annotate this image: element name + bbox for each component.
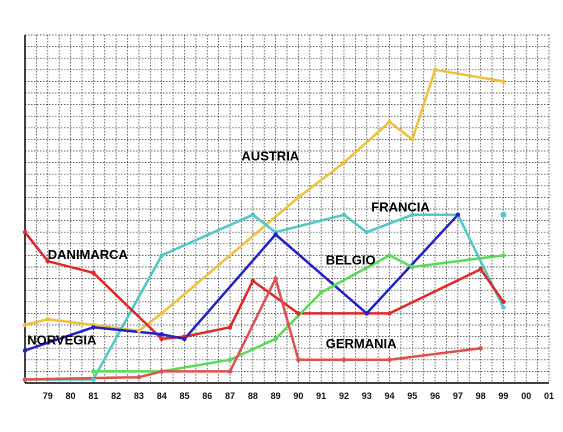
data-point-belgio — [318, 290, 324, 295]
data-point-francia — [250, 212, 256, 217]
data-point-danimarca — [501, 299, 506, 304]
data-point-belgio — [387, 253, 392, 258]
series-label-danimarca: DANIMARCA — [48, 247, 129, 262]
x-tick-label: 90 — [293, 391, 303, 401]
data-point-germania — [22, 377, 28, 382]
data-point-germania — [387, 357, 392, 362]
data-point-austria — [296, 195, 301, 200]
x-tick-label: 96 — [430, 391, 440, 401]
x-tick-label: 86 — [202, 391, 212, 401]
x-tick-label: 97 — [453, 391, 463, 401]
data-point-norvegia — [182, 336, 187, 342]
data-point-danimarca — [478, 267, 483, 272]
data-point-francia — [91, 377, 96, 382]
x-tick-label: 00 — [521, 391, 531, 401]
series-line-francia — [23, 213, 505, 381]
data-point-germania — [227, 369, 233, 374]
data-point-francia — [410, 212, 415, 217]
series-label-austria: AUSTRIA — [241, 148, 299, 163]
x-tick-label: 85 — [179, 391, 189, 401]
series-labels: AUSTRIA FRANCIA DANIMARCA BELGIO NORVEGIA GER… — [27, 148, 430, 351]
data-point-francia — [341, 212, 347, 217]
x-tick-label: 79 — [43, 391, 53, 401]
data-point-belgio — [410, 264, 415, 270]
data-point-germania — [273, 276, 278, 281]
data-point-belgio — [227, 357, 233, 362]
x-tick-label: 81 — [88, 391, 98, 401]
data-point-francia — [500, 211, 507, 218]
series-points — [22, 67, 507, 382]
data-point-francia — [159, 253, 164, 258]
data-point-norvegia — [22, 348, 28, 353]
data-point-danimarca — [91, 270, 96, 275]
x-tick-label: 93 — [362, 391, 372, 401]
grid — [24, 34, 550, 384]
data-point-danimarca — [227, 325, 233, 330]
data-point-norvegia — [455, 212, 461, 217]
x-tick-label: 95 — [407, 391, 417, 401]
data-point-danimarca — [387, 311, 392, 316]
data-point-norvegia — [159, 332, 164, 337]
data-point-belgio — [501, 253, 506, 258]
data-point-germania — [136, 375, 142, 380]
series-line-danimarca — [23, 230, 505, 341]
data-point-austria — [432, 67, 438, 73]
data-point-germania — [478, 346, 483, 351]
x-tick-label: 87 — [225, 391, 235, 401]
x-tick-label: 99 — [498, 391, 508, 401]
series-label-francia: FRANCIA — [371, 199, 430, 214]
x-tick-label: 01 — [544, 391, 554, 401]
data-point-belgio — [273, 336, 278, 342]
data-point-austria — [387, 119, 392, 125]
data-point-francia — [364, 230, 369, 235]
x-tick-label: 82 — [111, 391, 121, 401]
x-tick-label: 84 — [157, 391, 167, 401]
data-point-norvegia — [91, 325, 96, 330]
x-tick-label: 94 — [385, 391, 395, 401]
series-line-belgio — [92, 254, 505, 373]
x-tick-label: 88 — [248, 391, 258, 401]
data-point-austria — [501, 79, 506, 84]
data-point-danimarca — [22, 230, 28, 235]
data-point-austria — [22, 322, 28, 328]
data-point-danimarca — [250, 278, 256, 284]
data-point-austria — [410, 137, 415, 142]
x-axis-ticks: 79 80 81 82 83 84 85 86 87 88 89 90 91 92 93 94 95 96 97 98… — [43, 391, 554, 401]
data-point-germania — [159, 369, 164, 374]
series-label-belgio: BELGIO — [326, 253, 376, 268]
data-point-norvegia — [273, 232, 278, 237]
series-label-germania: GERMANIA — [326, 336, 397, 351]
data-point-austria — [136, 328, 142, 333]
x-tick-label: 98 — [476, 391, 486, 401]
data-point-austria — [341, 160, 347, 165]
x-tick-label: 91 — [316, 391, 326, 401]
data-point-norvegia — [364, 311, 369, 316]
data-point-germania — [341, 357, 347, 362]
x-tick-label: 92 — [339, 391, 349, 401]
x-tick-label: 89 — [271, 391, 281, 401]
data-point-danimarca — [159, 336, 164, 342]
data-point-francia — [501, 305, 506, 310]
x-tick-label: 83 — [134, 391, 144, 401]
data-point-danimarca — [296, 311, 301, 316]
data-point-austria — [159, 311, 164, 316]
x-tick-label: 80 — [66, 391, 76, 401]
data-point-germania — [296, 357, 301, 362]
data-point-belgio — [91, 369, 96, 374]
data-point-austria — [45, 317, 50, 322]
data-point-danimarca — [45, 259, 50, 264]
series-label-norvegia: NORVEGIA — [27, 333, 97, 348]
